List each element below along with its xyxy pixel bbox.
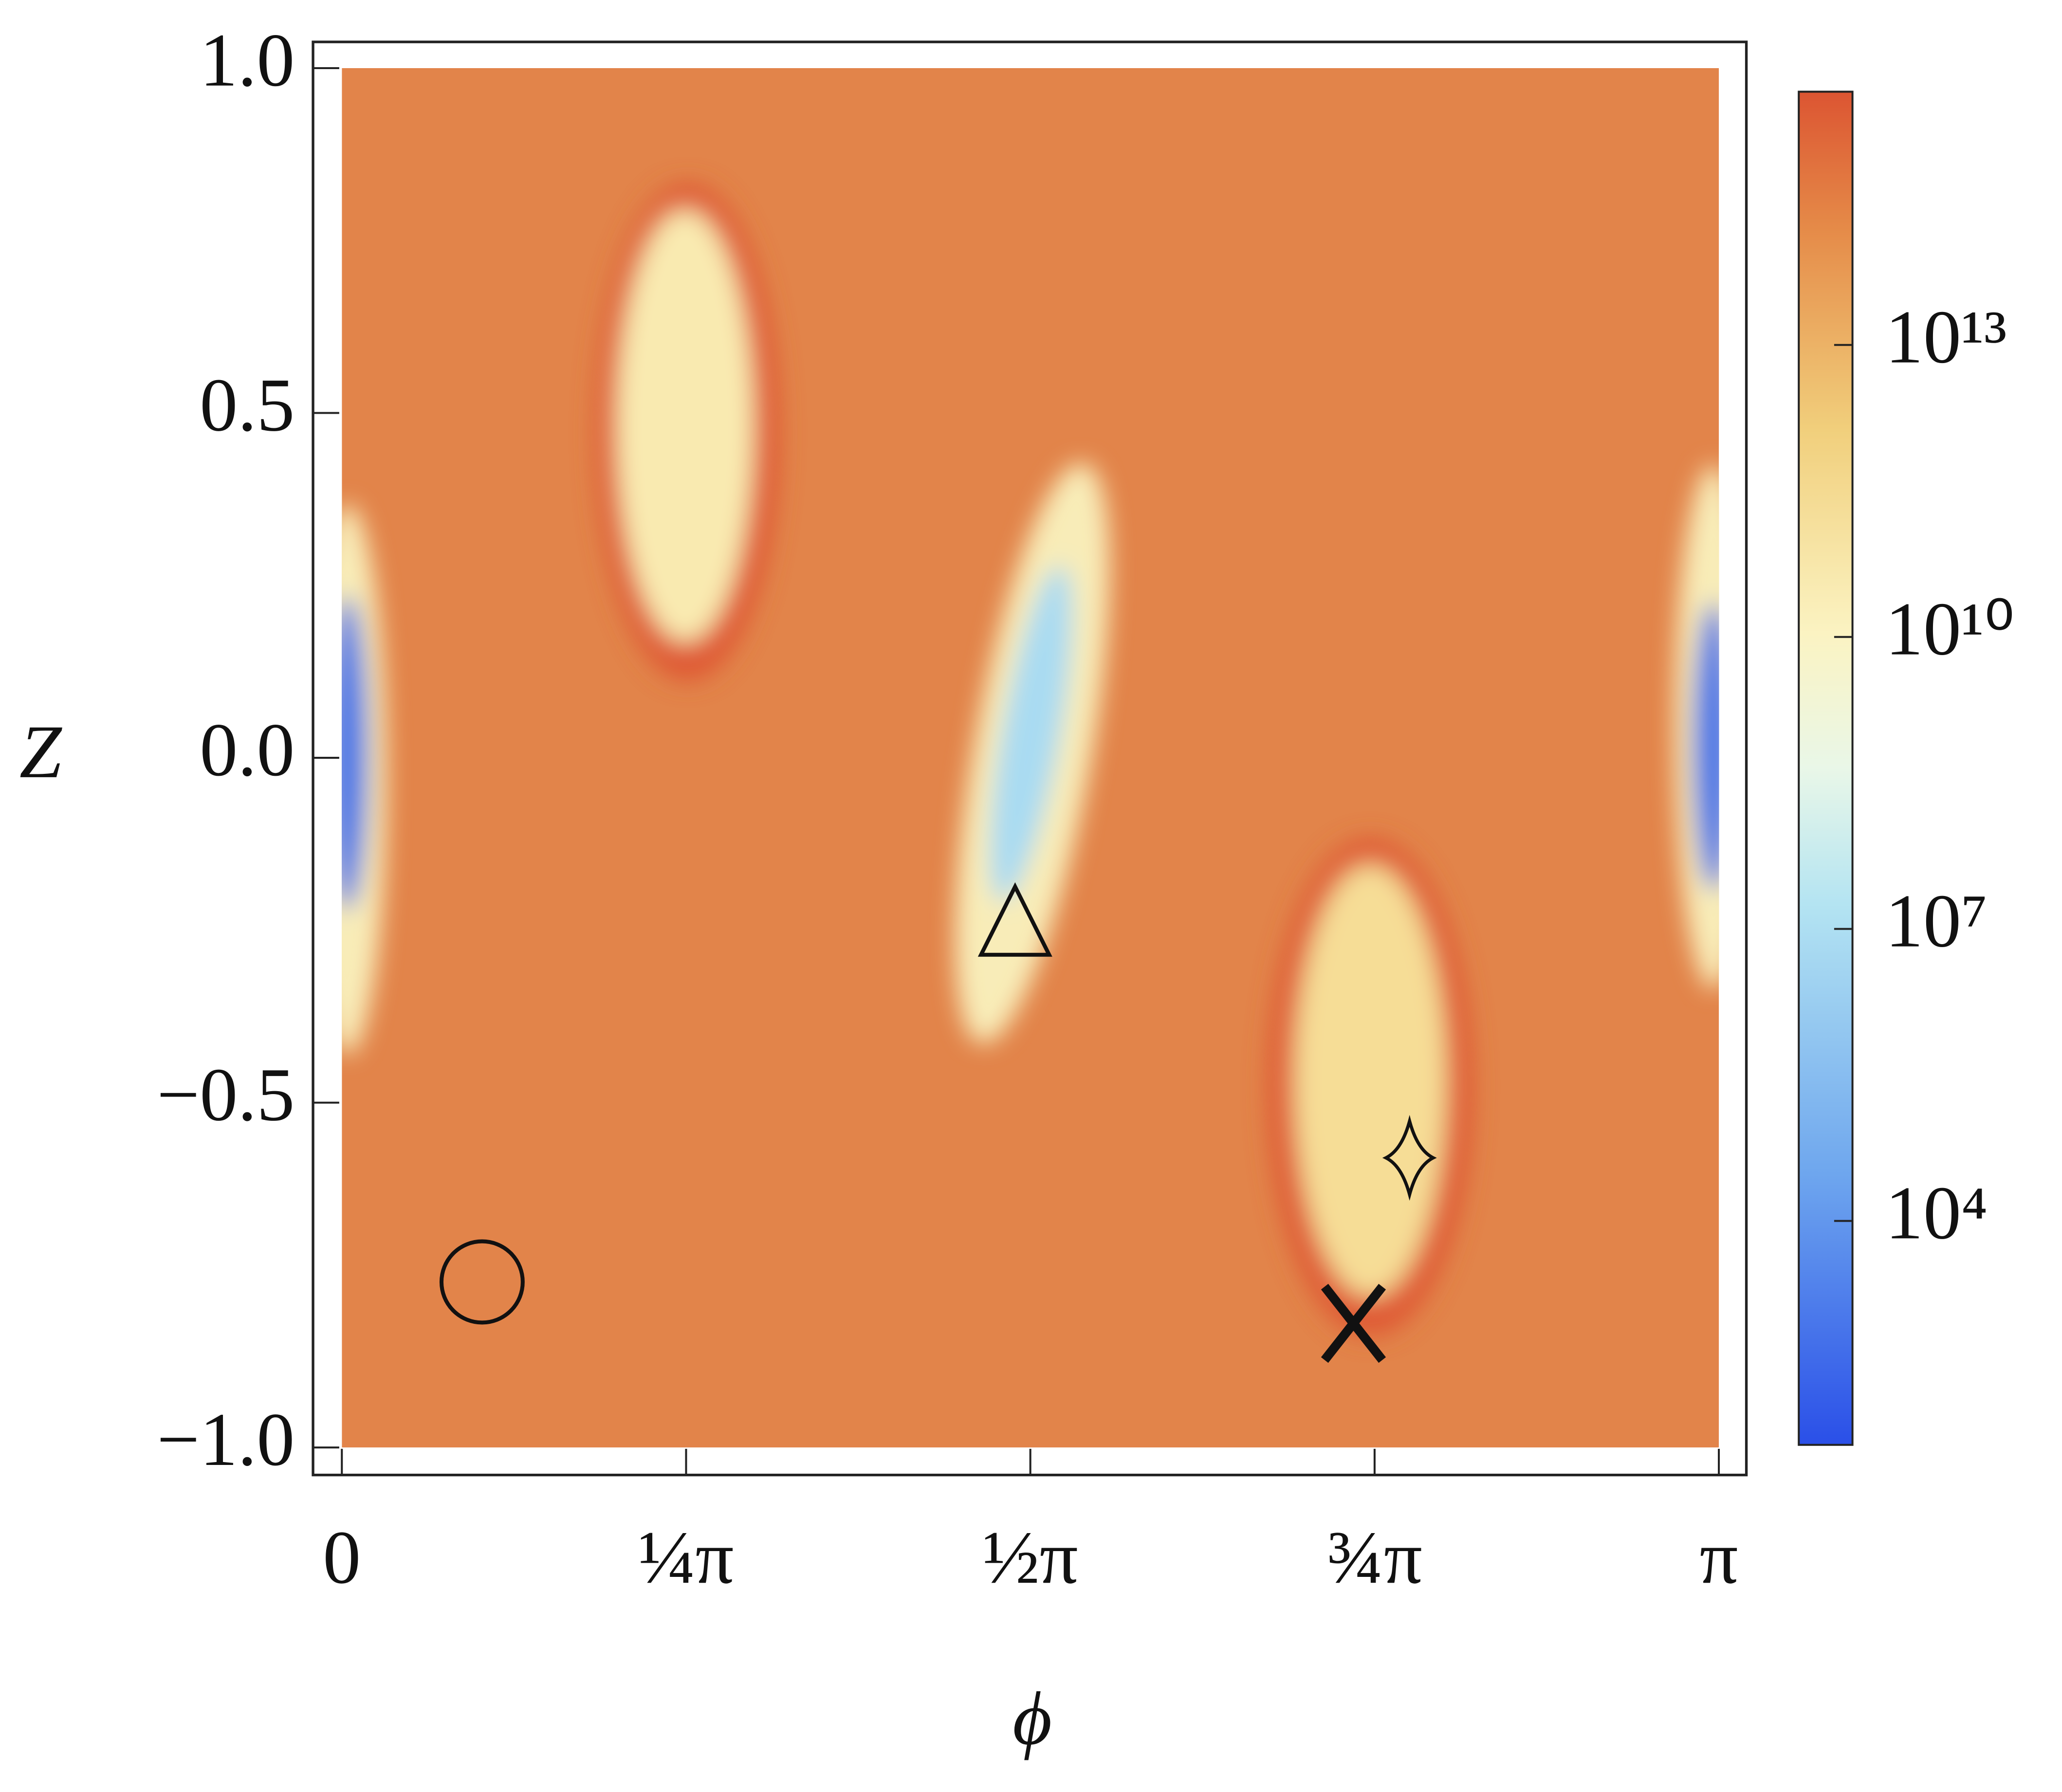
y-tick-label: 0.0	[200, 708, 295, 792]
point-marker	[977, 882, 1052, 957]
point-marker	[1382, 1115, 1437, 1201]
y-axis-label: Z	[19, 710, 63, 794]
point-marker	[1321, 1283, 1386, 1363]
colorbar	[1798, 91, 1854, 1446]
x-tick-label: π	[1700, 1515, 1738, 1599]
y-tick-label: 1.0	[200, 18, 295, 102]
x-tick-label: 0	[323, 1515, 361, 1599]
x-tick-label: ¼π	[639, 1515, 734, 1599]
colorbar-tick-label: 10¹³	[1885, 295, 2007, 379]
x-axis-label: ϕ	[1013, 1676, 1052, 1760]
point-marker	[439, 1239, 525, 1325]
y-tick-label: −1.0	[157, 1397, 295, 1481]
y-tick-label: 0.5	[200, 363, 295, 447]
colorbar-tick-label: 10⁷	[1885, 878, 1988, 963]
heatmap-field	[342, 68, 1719, 1448]
x-tick-label: ¾π	[1327, 1515, 1422, 1599]
x-tick-label: ½π	[983, 1515, 1078, 1599]
y-tick-label: −0.5	[157, 1052, 295, 1136]
colorbar-tick-label: 10¹⁰	[1885, 587, 2014, 671]
colorbar-tick-label: 10⁴	[1885, 1170, 1988, 1255]
